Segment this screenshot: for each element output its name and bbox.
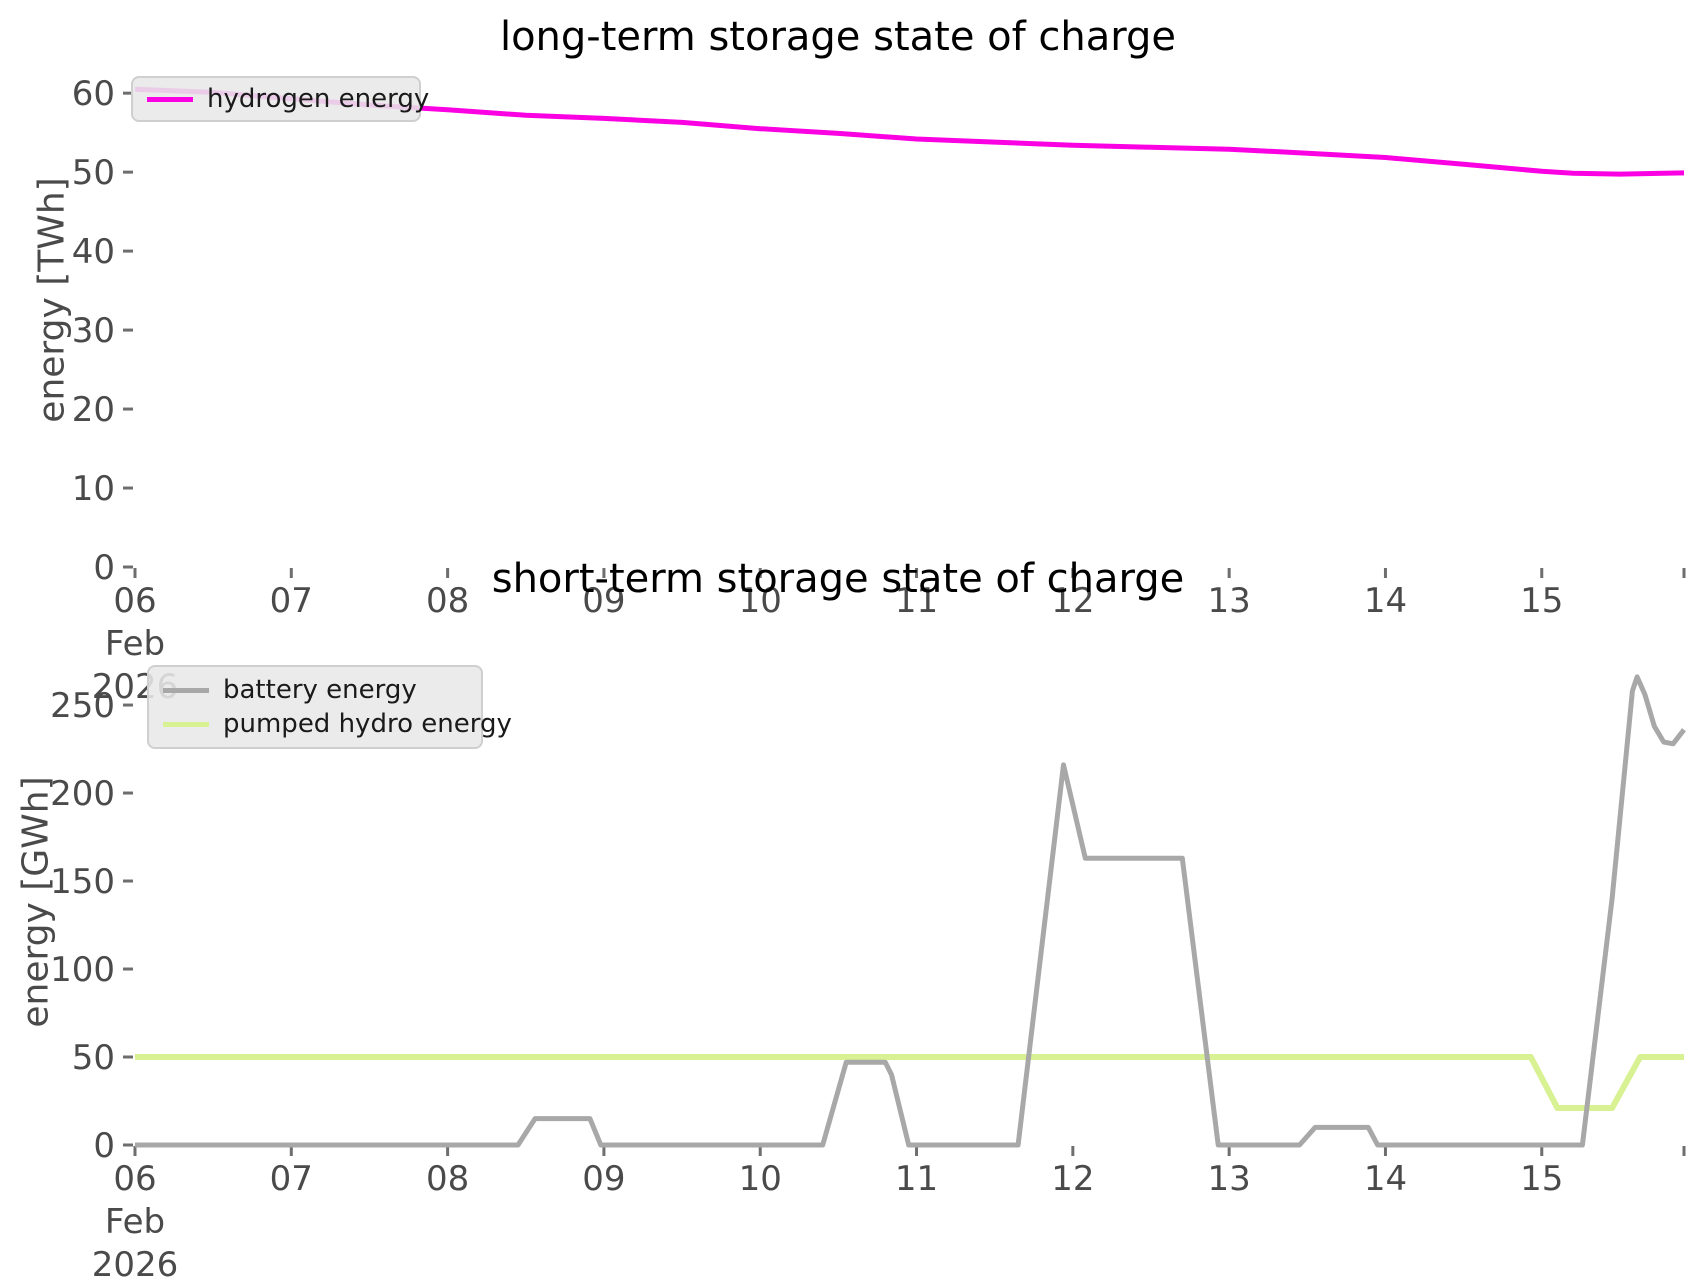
x-tick-label: 12 [1051,581,1094,621]
battery-line-sample-icon [163,687,209,693]
x-tick-label: Feb [105,624,165,664]
x-tick-label: 07 [270,581,313,621]
x-tick-label: 10 [739,1159,782,1199]
chart1-y-axis-label: energy [TWh] [31,177,73,423]
hydrogen-line-sample-icon [147,96,193,102]
x-tick-label: 2026 [92,1245,179,1277]
series-line-pumped-hydro-energy [135,1054,1684,1111]
chart2-legend: battery energy pumped hydro energy [147,665,512,749]
y-tick-label: 30 [72,311,115,351]
legend-label-battery: battery energy [223,675,417,705]
x-tick-label: 12 [1051,1159,1094,1199]
x-tick-label: 06 [113,1159,156,1199]
x-tick-label: 09 [582,581,625,621]
x-tick-label: 14 [1364,581,1407,621]
y-tick-label: 40 [72,232,115,272]
legend-label-hydrogen: hydrogen energy [207,84,430,114]
y-tick-label: 60 [72,74,115,114]
x-tick-label: 09 [582,1159,625,1199]
x-tick-label: 15 [1520,1159,1563,1199]
y-tick-label: 10 [72,469,115,509]
y-tick-label: 250 [50,686,115,726]
legend-label-pumped-hydro: pumped hydro energy [223,709,512,739]
legend-item-battery: battery energy [163,673,467,707]
y-tick-label: 100 [50,950,115,990]
legend-item-pumped-hydro: pumped hydro energy [163,707,512,741]
legend-item-hydrogen: hydrogen energy [147,82,429,116]
x-tick-label: 13 [1208,581,1251,621]
y-tick-label: 0 [93,548,115,588]
x-tick-label: 08 [426,581,469,621]
y-tick-label: 150 [50,862,115,902]
y-tick-label: 20 [72,390,115,430]
y-tick-label: 0 [93,1126,115,1166]
x-tick-label: 11 [895,1159,938,1199]
pumped-hydro-line-sample-icon [163,721,209,727]
chart1-legend: hydrogen energy [131,76,429,122]
x-tick-label: 11 [895,581,938,621]
x-tick-label: 10 [739,581,782,621]
x-tick-label: 07 [270,1159,313,1199]
x-tick-label: Feb [105,1202,165,1242]
x-tick-label: 15 [1520,581,1563,621]
series-line-battery-energy [135,674,1686,1148]
x-tick-label: 13 [1208,1159,1251,1199]
x-tick-label: 06 [113,581,156,621]
chart1-title: long-term storage state of charge [499,14,1177,60]
chart2-y-axis-label: energy [GWh] [15,776,57,1028]
y-tick-label: 50 [72,1038,115,1078]
chart2-title: short-term storage state of charge [491,556,1185,602]
y-tick-label: 200 [50,774,115,814]
x-tick-label: 08 [426,1159,469,1199]
y-tick-label: 50 [72,153,115,193]
x-tick-label: 14 [1364,1159,1407,1199]
